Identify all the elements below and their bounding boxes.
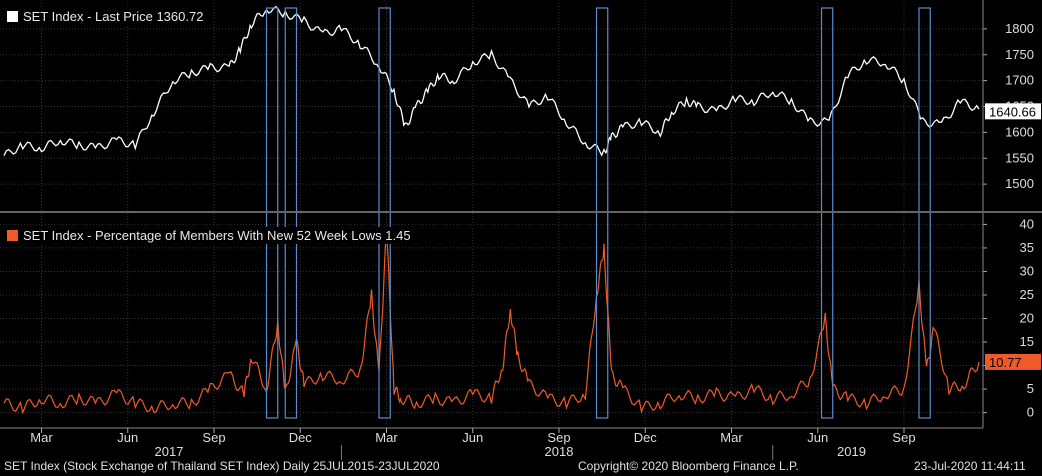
xtick-label-0: Mar xyxy=(30,430,53,445)
lows-last-value: 10.77 xyxy=(989,355,1022,370)
price-ytick-label-5: 1750 xyxy=(1005,47,1034,62)
price-line xyxy=(3,5,980,157)
xtick-label-7: Dec xyxy=(634,430,658,445)
lows-ytick-label-6: 30 xyxy=(1020,263,1034,278)
lows-ytick-label-3: 15 xyxy=(1020,334,1034,349)
footer-timestamp: 23-Jul-2020 11:44:11 xyxy=(914,459,1026,473)
xtick-label-4: Mar xyxy=(375,430,398,445)
lows-last-tag xyxy=(985,353,1041,370)
legend-price: SET Index - Last Price 1360.72 xyxy=(4,8,207,25)
price-series xyxy=(3,5,980,157)
xtick-label-6: Sep xyxy=(547,430,570,445)
year-label-1: 2018 xyxy=(545,444,574,459)
xtick-label-9: Jun xyxy=(807,430,828,445)
lows-ytick-label-4: 20 xyxy=(1020,311,1034,326)
legend-lows-swatch xyxy=(7,230,18,241)
price-last-tag xyxy=(985,103,1041,120)
xtick-label-1: Jun xyxy=(117,430,138,445)
lows-series xyxy=(3,230,980,415)
price-ytick-label-6: 1800 xyxy=(1005,21,1034,36)
price-ytick-label-1: 1550 xyxy=(1005,150,1034,165)
footer-source: SET Index (Stock Exchange of Thailand SE… xyxy=(4,459,440,473)
legend-price-value: 1360.72 xyxy=(156,9,204,24)
lows-ytick-label-1: 5 xyxy=(1027,381,1034,396)
legend-lows-value: 1.45 xyxy=(385,228,411,243)
year-label-2: 2019 xyxy=(837,444,866,459)
price-last-value: 1640.66 xyxy=(989,104,1036,119)
xtick-label-2: Sep xyxy=(202,430,225,445)
legend-lows-label: SET Index - Percentage of Members With N… xyxy=(23,228,382,243)
price-ytick-label-0: 1500 xyxy=(1005,176,1034,191)
xtick-label-3: Dec xyxy=(289,430,313,445)
price-ytick-label-2: 1600 xyxy=(1005,124,1034,139)
legend-price-swatch xyxy=(7,11,18,22)
xtick-label-10: Sep xyxy=(892,430,915,445)
lows-ytick-label-0: 0 xyxy=(1027,405,1034,420)
lows-ytick-label-7: 35 xyxy=(1020,240,1034,255)
lows-ytick-label-5: 25 xyxy=(1020,287,1034,302)
legend-price-label: SET Index - Last Price xyxy=(23,9,153,24)
legend-lows: SET Index - Percentage of Members With N… xyxy=(4,227,414,244)
xtick-label-5: Jun xyxy=(462,430,483,445)
xtick-label-8: Mar xyxy=(720,430,743,445)
year-label-0: 2017 xyxy=(155,444,184,459)
footer-copyright: Copyright© 2020 Bloomberg Finance L.P. xyxy=(578,459,799,473)
lows-ytick-label-8: 40 xyxy=(1020,216,1034,231)
lows-line xyxy=(3,230,980,415)
axes: 1500155016001650170017501800051015202530… xyxy=(0,0,1042,460)
grid-lines xyxy=(0,3,983,426)
price-ytick-label-4: 1700 xyxy=(1005,73,1034,88)
